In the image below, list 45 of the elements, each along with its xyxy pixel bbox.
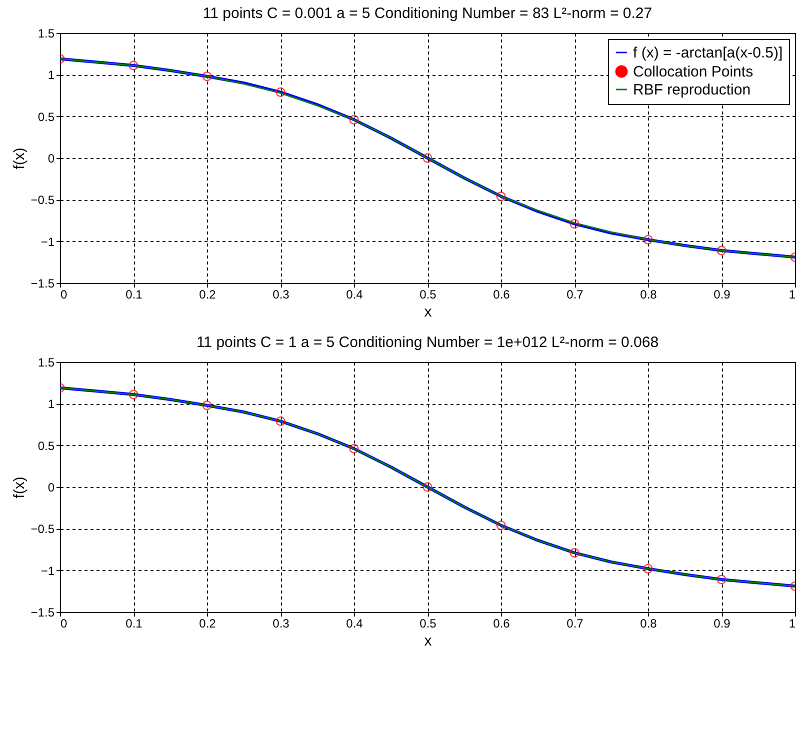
- y-axis-title: f(x): [10, 476, 28, 498]
- x-tick-label: 0: [60, 288, 68, 302]
- x-tick-label: 0.9: [714, 288, 731, 302]
- y-tick-label: 1: [48, 397, 55, 412]
- legend-label: Collocation Points: [633, 64, 754, 80]
- y-tick-label: −1.5: [30, 276, 55, 290]
- legend-label: RBF reproduction: [633, 82, 751, 98]
- y-tick-label: −1.5: [30, 606, 55, 620]
- x-tick-label: 0.8: [640, 616, 658, 630]
- y-tick-label: −0.5: [30, 193, 55, 208]
- x-tick-label: 0.4: [346, 288, 364, 302]
- x-tick-label: 0.6: [493, 616, 510, 630]
- y-tick-label: 1.5: [38, 26, 55, 40]
- x-tick-label: 0.2: [199, 288, 216, 302]
- x-tick-label: 0.7: [566, 616, 584, 630]
- y-tick-label: 1.5: [38, 356, 55, 370]
- chart-title: 11 points C = 0.001 a = 5 Conditioning Number = 83 L²-norm = 0.27: [202, 5, 652, 22]
- x-axis-title: x: [424, 304, 432, 320]
- x-tick-label: 0.5: [420, 288, 437, 302]
- x-tick-label: 0.9: [714, 616, 731, 630]
- y-tick-label: 1: [48, 68, 55, 82]
- x-axis-title: x: [424, 632, 432, 650]
- x-tick-label: 0.3: [272, 616, 290, 630]
- chart-title: 11 points C = 1 a = 5 Conditioning Number = 1e+012 L²-norm = 0.068: [196, 334, 659, 351]
- y-tick-label: −1: [40, 234, 55, 249]
- x-tick-label: 0.4: [346, 616, 364, 630]
- y-tick-label: 0.5: [38, 438, 55, 453]
- x-tick-label: 0.5: [420, 616, 437, 630]
- x-tick-label: 0.6: [493, 288, 510, 302]
- x-tick-label: 0.1: [126, 288, 143, 302]
- x-tick-label: 0.7: [566, 288, 584, 302]
- x-tick-label: 0: [60, 616, 68, 630]
- x-tick-label: 0.2: [199, 616, 216, 630]
- y-tick-label: −1: [40, 564, 55, 578]
- y-tick-label: 0: [48, 152, 55, 166]
- y-tick-label: −0.5: [30, 522, 55, 536]
- x-tick-label: 1: [788, 616, 796, 630]
- y-axis-title: f(x): [10, 148, 28, 170]
- x-tick-label: 0.3: [272, 288, 290, 302]
- x-tick-label: 0.8: [640, 288, 658, 302]
- x-tick-label: 0.1: [126, 616, 143, 630]
- x-tick-label: 1: [788, 288, 796, 302]
- y-tick-label: 0: [48, 480, 55, 494]
- y-tick-label: 0.5: [38, 110, 55, 124]
- legend-label: f (x) = -arctan[a(x-0.5)]: [633, 44, 783, 62]
